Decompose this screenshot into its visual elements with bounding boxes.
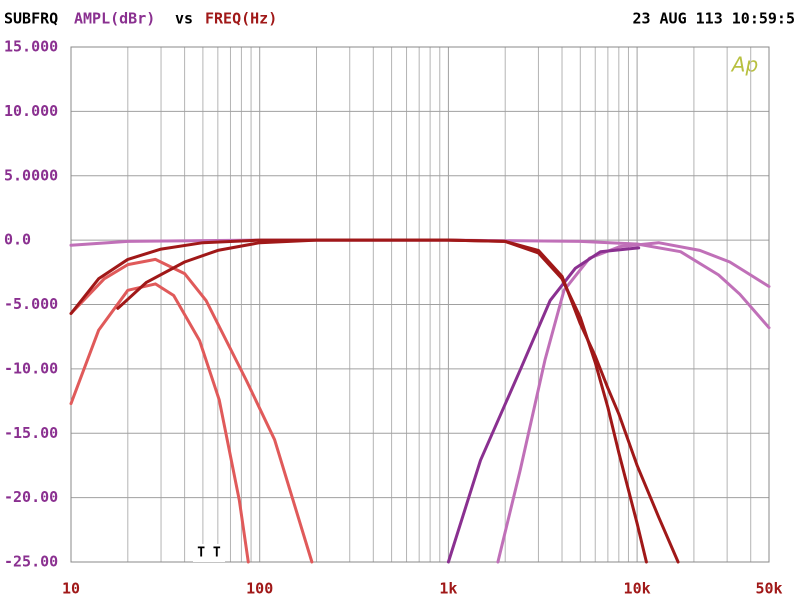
logo: Ap — [730, 53, 758, 77]
chart-title: SUBFRQ — [4, 10, 58, 28]
annotation: T T — [197, 546, 221, 561]
y-tick-label: 10.000 — [4, 102, 58, 120]
x-axis-label: FREQ(Hz) — [205, 10, 277, 28]
y-tick-label: 0.0 — [4, 231, 31, 249]
x-tick-label: 1k — [439, 580, 457, 598]
series-line — [69, 257, 314, 564]
y-tick-label: -5.000 — [4, 295, 58, 313]
series-line — [446, 246, 641, 564]
annotation-box — [193, 544, 225, 562]
series-line — [69, 282, 250, 564]
x-tick-label: 100 — [246, 580, 273, 598]
y-tick-label: -25.00 — [4, 553, 58, 571]
timestamp: 23 AUG 113 10:59:5 — [632, 10, 795, 28]
x-tick-label: 10 — [62, 580, 80, 598]
y-tick-label: -15.00 — [4, 424, 58, 442]
y-tick-label: 5.0000 — [4, 166, 58, 184]
y-tick-label: -20.00 — [4, 488, 58, 506]
x-tick-label: 10k — [624, 580, 651, 598]
x-tick-label: 50k — [755, 580, 782, 598]
plot-frame — [70, 46, 770, 563]
y-axis-label: AMPL(dBr) — [74, 10, 155, 28]
y-tick-label: -10.00 — [4, 359, 58, 377]
series-line — [116, 238, 680, 564]
y-tick-label: 15.000 — [4, 38, 58, 56]
connector: vs — [175, 10, 193, 28]
series-line — [69, 238, 771, 330]
